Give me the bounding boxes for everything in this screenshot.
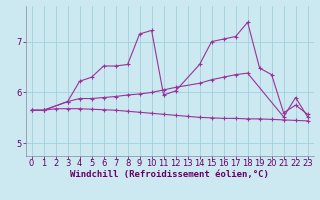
X-axis label: Windchill (Refroidissement éolien,°C): Windchill (Refroidissement éolien,°C) <box>70 170 269 179</box>
